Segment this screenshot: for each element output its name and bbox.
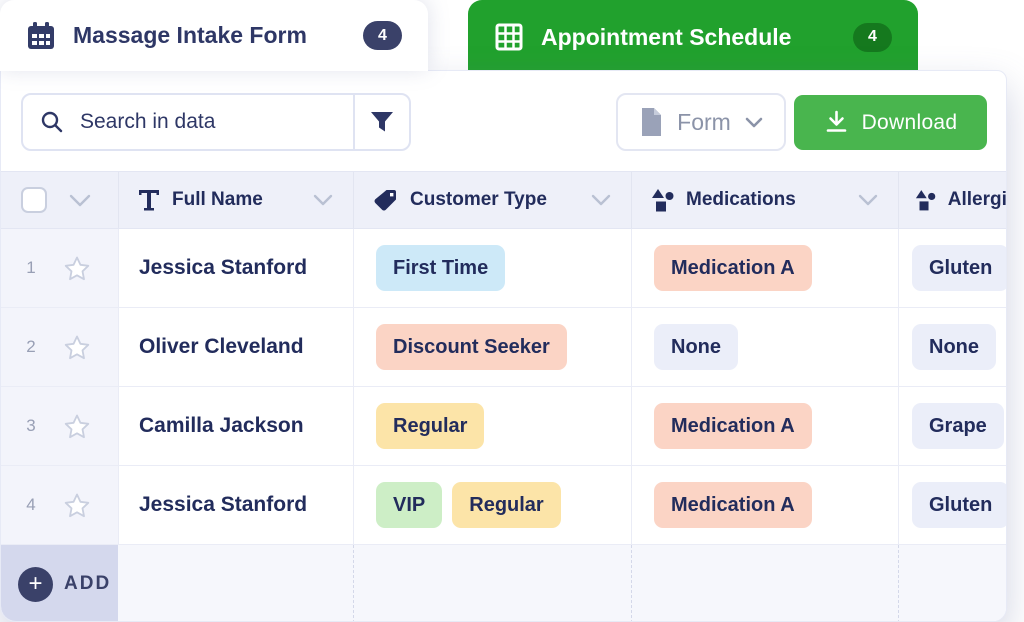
row-number: 1 (26, 258, 36, 277)
row-select-cell: 2 (1, 308, 118, 386)
star-icon[interactable] (63, 255, 91, 282)
filter-funnel-icon (371, 112, 393, 132)
add-record-button[interactable]: + ADD (18, 566, 112, 602)
search-group (21, 93, 411, 151)
table-row: 3 Camilla Jackson Regular Medication A G… (1, 387, 1006, 466)
tag-icon (374, 189, 396, 210)
select-all-checkbox[interactable] (21, 187, 47, 213)
chip: Discount Seeker (376, 324, 567, 370)
data-table-card: Form Download (0, 70, 1007, 622)
chevron-down-icon (745, 117, 763, 127)
chip: None (912, 324, 996, 370)
cell-medications[interactable]: Medication A (631, 387, 898, 465)
column-label: Customer Type (410, 189, 547, 210)
row-number: 2 (26, 337, 36, 356)
shapes-icon (915, 189, 936, 210)
cell-customer-type[interactable]: First Time (353, 229, 631, 307)
download-button-label: Download (861, 110, 958, 134)
cell-full-name[interactable]: Jessica Stanford (118, 466, 353, 544)
add-row-cell[interactable] (898, 545, 1006, 621)
chip: Medication A (654, 403, 812, 449)
search-box (23, 95, 353, 149)
chip: Medication A (654, 245, 812, 291)
download-icon (826, 110, 846, 132)
cell-medications[interactable]: Medication A (631, 466, 898, 544)
chip: Grape (912, 403, 1004, 449)
table-grid-icon (495, 23, 523, 51)
add-row-cell[interactable] (118, 545, 353, 621)
cell-full-name[interactable]: Camilla Jackson (118, 387, 353, 465)
add-row-cell[interactable] (631, 545, 898, 621)
cell-allergies[interactable]: Grape (898, 387, 1006, 465)
column-label: Medications (686, 189, 796, 210)
chevron-down-icon[interactable] (313, 194, 333, 206)
chip: None (654, 324, 738, 370)
cell-allergies[interactable]: Gluten (898, 229, 1006, 307)
chevron-down-icon[interactable] (69, 194, 91, 207)
row-select-cell: 1 (1, 229, 118, 307)
chip: Gluten (912, 482, 1006, 528)
toolbar-right: Form Download (616, 93, 987, 151)
chip: Regular (376, 403, 485, 449)
tab-count-badge: 4 (363, 21, 402, 50)
download-button[interactable]: Download (794, 95, 987, 150)
column-label: Allergies (947, 189, 1007, 210)
shapes-icon (652, 188, 674, 211)
column-header-full-name[interactable]: Full Name (118, 172, 353, 228)
form-dropdown-button[interactable]: Form (616, 93, 786, 151)
chevron-down-icon[interactable] (858, 194, 878, 206)
table-row: 4 Jessica Stanford VIP Regular Medicatio… (1, 466, 1006, 545)
add-button-label: ADD (64, 573, 112, 594)
column-header-customer-type[interactable]: Customer Type (353, 172, 631, 228)
table-header-row: Full Name Customer Type Medications (1, 171, 1006, 229)
chip: VIP (376, 482, 443, 528)
tab-appointment-schedule[interactable]: Appointment Schedule 4 (468, 0, 918, 74)
toolbar: Form Download (1, 71, 1006, 171)
cell-medications[interactable]: None (631, 308, 898, 386)
document-icon (642, 108, 662, 136)
search-icon (41, 111, 63, 133)
cell-customer-type[interactable]: VIP Regular (353, 466, 631, 544)
tab-label: Massage Intake Form (73, 22, 307, 48)
row-select-cell: 4 (1, 466, 118, 544)
chip: Regular (452, 482, 561, 528)
cell-customer-type[interactable]: Discount Seeker (353, 308, 631, 386)
table-row: 2 Oliver Cleveland Discount Seeker None … (1, 308, 1006, 387)
add-row: + ADD (1, 545, 1006, 621)
cell-customer-type[interactable]: Regular (353, 387, 631, 465)
calendar-icon (28, 21, 54, 49)
row-number: 3 (26, 416, 36, 435)
chip: Medication A (654, 482, 812, 528)
table-row: 1 Jessica Stanford First Time Medication… (1, 229, 1006, 308)
cell-full-name[interactable]: Oliver Cleveland (118, 308, 353, 386)
column-header-medications[interactable]: Medications (631, 172, 898, 228)
text-type-icon (139, 190, 159, 211)
tab-massage-intake-form[interactable]: Massage Intake Form 4 (0, 0, 428, 71)
plus-icon: + (18, 566, 53, 602)
row-number: 4 (26, 495, 36, 514)
cell-allergies[interactable]: Gluten (898, 466, 1006, 544)
cell-medications[interactable]: Medication A (631, 229, 898, 307)
tab-label: Appointment Schedule (541, 23, 792, 50)
form-button-label: Form (677, 108, 731, 135)
add-row-cell[interactable] (353, 545, 631, 621)
filter-button[interactable] (353, 95, 409, 149)
column-header-allergies[interactable]: Allergies (898, 172, 1007, 228)
cell-full-name[interactable]: Jessica Stanford (118, 229, 353, 307)
row-select-cell: 3 (1, 387, 118, 465)
chevron-down-icon[interactable] (591, 194, 611, 206)
star-icon[interactable] (63, 413, 91, 440)
star-icon[interactable] (63, 334, 91, 361)
cell-allergies[interactable]: None (898, 308, 1006, 386)
tab-count-badge: 4 (853, 22, 892, 52)
star-icon[interactable] (63, 492, 91, 519)
search-input[interactable] (78, 109, 353, 135)
column-label: Full Name (172, 189, 263, 210)
chip: First Time (376, 245, 506, 291)
select-all-cell (1, 172, 118, 228)
chip: Gluten (912, 245, 1006, 291)
add-row-left: + ADD (1, 545, 118, 621)
